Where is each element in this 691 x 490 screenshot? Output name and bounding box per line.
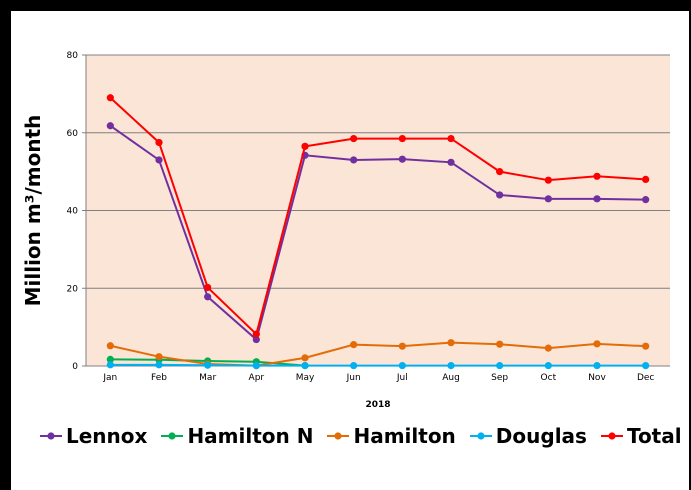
data-point	[252, 330, 260, 338]
data-point	[447, 362, 455, 370]
legend: Lennox Hamilton N Hamilton Douglas Total	[40, 418, 685, 454]
data-point	[496, 340, 504, 348]
series-lennox	[106, 122, 650, 344]
legend-item-total: Total	[600, 424, 682, 448]
data-point	[398, 134, 406, 143]
data-point	[106, 342, 114, 350]
data-point	[204, 361, 212, 369]
legend-label: Hamilton	[353, 424, 456, 448]
data-point	[593, 172, 601, 180]
data-point	[593, 362, 601, 370]
data-point	[350, 341, 358, 349]
y-tick-label: 0	[72, 362, 78, 372]
data-point	[544, 195, 552, 203]
data-point	[252, 362, 260, 370]
legend-swatch	[40, 432, 62, 440]
y-tick-label: 60	[67, 129, 79, 139]
data-point	[447, 339, 455, 347]
data-point	[155, 156, 163, 164]
data-point	[642, 196, 650, 204]
x-tick-label: Jun	[346, 373, 361, 383]
data-point	[155, 361, 163, 369]
x-tick-label: Apr	[249, 373, 265, 383]
legend-label: Total	[626, 424, 682, 448]
series-douglas	[106, 361, 650, 370]
data-point	[252, 335, 260, 344]
data-point	[593, 340, 601, 348]
data-point	[398, 342, 406, 350]
data-point	[496, 191, 504, 199]
data-point	[496, 168, 504, 176]
legend-label: Hamilton N	[187, 424, 314, 448]
data-point	[350, 156, 358, 164]
x-tick-label: May	[296, 373, 315, 383]
data-point	[398, 362, 406, 370]
series-line	[110, 341, 646, 367]
data-point	[350, 362, 358, 370]
series-line	[110, 363, 646, 367]
data-point	[204, 293, 212, 301]
x-tick-label: Dec	[637, 373, 654, 383]
data-point	[106, 355, 114, 363]
data-point	[642, 342, 650, 350]
data-point	[301, 354, 309, 362]
data-point	[106, 361, 114, 369]
legend-label: Lennox	[66, 424, 148, 448]
data-point	[544, 362, 552, 370]
data-point	[106, 122, 114, 130]
y-tick-label: 20	[67, 284, 79, 294]
data-point	[593, 195, 601, 203]
series-total	[106, 94, 650, 338]
y-tick-label: 80	[67, 51, 79, 61]
x-axis-ticks: Jan Feb Mar Apr May Jun Jul Aug Sep Oct Nov Dec	[102, 373, 654, 383]
legend-label: Douglas	[495, 424, 587, 448]
data-point	[155, 138, 163, 147]
legend-swatch	[469, 432, 492, 440]
x-tick-label: Nov	[588, 373, 606, 383]
y-tick-label: 40	[67, 207, 79, 217]
y-axis-ticks: 0 20 40 60 80	[67, 51, 86, 372]
legend-item-hamilton-n: Hamilton N	[161, 424, 313, 448]
data-point	[496, 362, 504, 370]
data-point	[106, 94, 114, 102]
data-point	[155, 353, 163, 361]
data-point	[301, 362, 309, 370]
x-tick-label: Sep	[491, 373, 508, 383]
x-axis-label: 2018	[365, 400, 390, 410]
data-point	[350, 134, 358, 143]
data-point	[447, 134, 455, 143]
legend-item-douglas: Douglas	[469, 424, 587, 448]
data-point	[204, 283, 212, 292]
x-tick-label: Jan	[102, 373, 117, 383]
legend-swatch	[600, 432, 623, 440]
data-point	[447, 158, 455, 166]
x-tick-label: Mar	[199, 373, 216, 383]
x-tick-label: Jul	[396, 373, 408, 383]
legend-item-hamilton: Hamilton	[327, 424, 456, 448]
data-point	[301, 142, 309, 150]
series-line	[109, 124, 646, 342]
legend-swatch	[161, 432, 184, 440]
data-point	[642, 175, 650, 183]
data-point	[398, 155, 406, 163]
data-point	[544, 344, 552, 352]
y-axis-label: Million m³/month	[21, 115, 45, 307]
series-group	[106, 94, 650, 370]
legend-swatch	[327, 432, 350, 440]
series-line	[109, 97, 646, 337]
data-point	[642, 362, 650, 370]
legend-item-lennox: Lennox	[40, 424, 147, 448]
x-tick-label: Aug	[442, 373, 460, 383]
x-tick-label: Oct	[541, 373, 557, 383]
data-point	[544, 176, 552, 184]
x-tick-label: Feb	[151, 373, 167, 383]
